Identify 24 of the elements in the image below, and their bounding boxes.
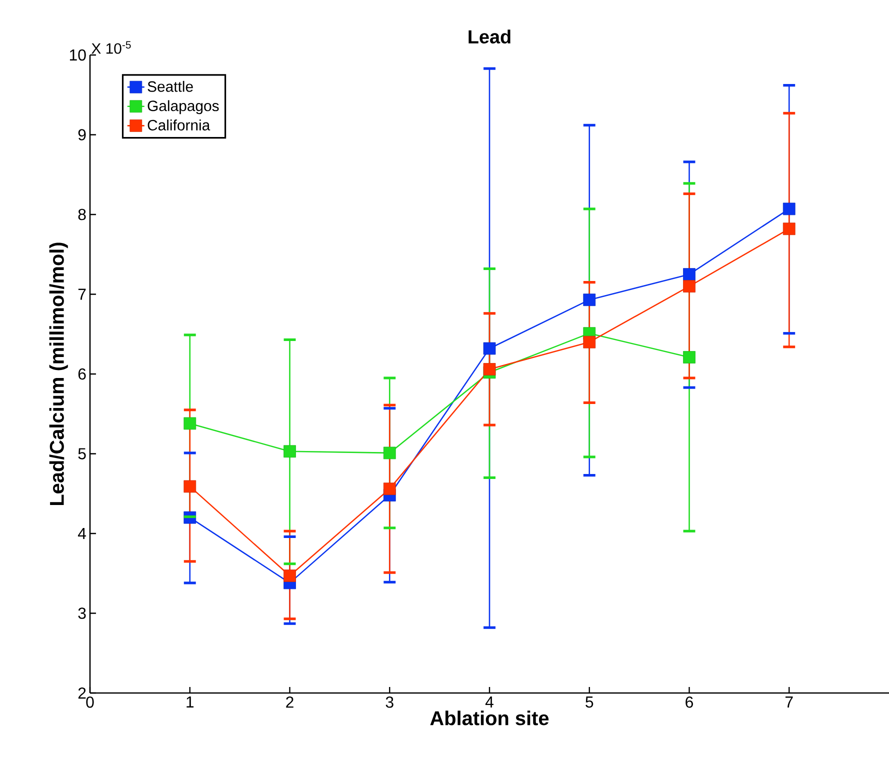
x-tick-label: 1 xyxy=(186,696,194,708)
y-tick-label: 9 xyxy=(78,129,86,140)
y-tick-label: 2 xyxy=(78,687,86,699)
y-tick-label: 8 xyxy=(78,208,86,220)
legend-label: Galapagos xyxy=(148,100,219,114)
y-axis-title: Lead/Calcium (millimol/mol) xyxy=(49,242,68,505)
legend-label: California xyxy=(148,120,210,130)
x-tick-label: 4 xyxy=(485,696,494,708)
x-tick-label: 5 xyxy=(586,696,594,708)
y-tick-label: 7 xyxy=(78,288,86,300)
x-axis-title: Ablation site xyxy=(430,710,549,726)
y-tick-label: 6 xyxy=(78,368,86,380)
x-tick-label: 0 xyxy=(86,696,94,708)
chart-title: Lead xyxy=(468,30,510,44)
x-tick-label: 7 xyxy=(786,696,793,708)
y-tick-label: 4 xyxy=(78,528,86,539)
text: X 10$^{-5}$ xyxy=(92,41,131,54)
y-tick-label: 10 xyxy=(70,49,86,61)
x-tick-label: 3 xyxy=(386,696,394,708)
y-tick-label: 3 xyxy=(78,608,86,619)
y-tick-label: 5 xyxy=(78,448,86,460)
x-tick-label: 6 xyxy=(686,696,693,708)
legend-label: Seattle xyxy=(148,80,193,92)
x-tick-label: 2 xyxy=(286,696,294,708)
